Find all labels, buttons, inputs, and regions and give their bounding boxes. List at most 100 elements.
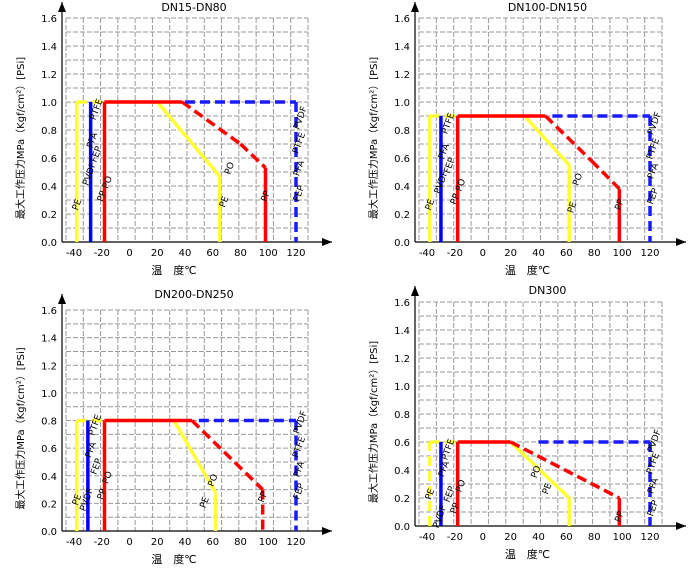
series-label: PVDF — [292, 410, 310, 436]
x-axis-arrow — [676, 238, 686, 246]
series-label: PVDF — [81, 161, 99, 187]
series-label: PTFE — [645, 451, 662, 475]
y-axis-label: 最大工作压力MPa（Kgf/cm²）[PSi] — [14, 57, 27, 219]
y-tick-label: 0.6 — [394, 438, 410, 449]
series-label: PP — [614, 198, 627, 212]
x-tick-label: 80 — [234, 537, 247, 548]
y-tick-label: 0.4 — [394, 466, 410, 477]
series-label: PTFE — [440, 437, 457, 461]
y-tick-label: 1.2 — [394, 70, 410, 81]
x-tick-label: 0 — [480, 248, 486, 259]
y-tick-label: 1.6 — [394, 14, 410, 25]
y-tick-label: 0.4 — [41, 472, 57, 483]
series-label: PP — [449, 501, 462, 515]
series-segment-2 — [509, 440, 571, 500]
y-tick-label: 1.4 — [41, 334, 57, 345]
x-axis-arrow — [322, 238, 332, 246]
y-tick-label: 0.6 — [41, 154, 57, 165]
y-tick-label: 0.4 — [41, 182, 57, 193]
y-tick-label: 0.4 — [394, 182, 410, 193]
y-tick-label: 0.0 — [394, 522, 410, 533]
series-label: PE — [71, 198, 84, 212]
x-tick-label: -20 — [94, 248, 110, 259]
y-tick-label: 1.4 — [394, 326, 410, 337]
x-tick-label: -20 — [447, 248, 463, 259]
series-segment-4 — [590, 159, 621, 191]
series-label: FEP — [646, 499, 661, 518]
y-tick-label: 1.6 — [41, 14, 57, 25]
x-axis-arrow — [676, 522, 686, 530]
x-tick-label: 120 — [640, 248, 659, 259]
y-tick-label: 0.8 — [394, 126, 410, 137]
x-axis-label: 温 度℃ — [505, 547, 550, 561]
series-segment-4 — [190, 419, 264, 491]
x-tick-label: -40 — [66, 248, 82, 259]
y-axis-label: 最大工作压力MPa（Kgf/cm²）[PSi] — [367, 57, 380, 219]
y-tick-label: 1.2 — [41, 361, 57, 372]
series-segment-4 — [509, 440, 621, 500]
y-axis-label: 最大工作压力MPa（Kgf/cm²）[PSi] — [367, 341, 380, 503]
series-label: PP — [449, 192, 462, 206]
x-tick-label: 20 — [504, 248, 517, 259]
series-label: PTFE — [87, 413, 104, 437]
series-label: FEP — [646, 187, 661, 206]
series-label: PE — [541, 482, 554, 496]
y-tick-label: 0.0 — [394, 238, 410, 249]
x-tick-label: 60 — [206, 537, 219, 548]
series-segment-4 — [239, 142, 267, 170]
chart-panel-2: DN100-DN150 0.0 0.2 0.4 0.6 0.8 1.0 1.2 1.4 1.6 -4… — [367, 1, 686, 277]
series-label: PE — [424, 198, 437, 212]
x-tick-label: 60 — [560, 248, 573, 259]
series-label: PO — [223, 161, 237, 176]
y-tick-label: 1.4 — [394, 42, 410, 53]
x-tick-label: -20 — [94, 537, 110, 548]
x-tick-label: 40 — [179, 248, 192, 259]
y-tick-label: 1.0 — [41, 389, 57, 400]
chart-panel-4: DN300 0.0 0.2 0.4 0.6 0.8 1.0 1.2 1.4 1.6 -40 -20 0 2… — [367, 284, 686, 561]
series-label: PP — [260, 189, 273, 203]
x-tick-label: -20 — [447, 532, 463, 543]
y-tick-label: 1.6 — [41, 306, 57, 317]
y-tick-label: 0.2 — [41, 499, 57, 510]
x-tick-label: 40 — [532, 248, 545, 259]
chart-panel-1: DN15-DN80 0.0 0.2 0.4 0.6 0.8 1.0 1.2 1.4 1.6 -40 -… — [14, 1, 332, 277]
x-tick-label: 20 — [504, 532, 517, 543]
x-tick-label: 120 — [286, 248, 305, 259]
series-label: PVDF — [646, 428, 664, 454]
y-tick-label: 0.6 — [394, 154, 410, 165]
y-axis-arrow — [411, 286, 419, 296]
y-tick-label: 1.0 — [394, 382, 410, 393]
x-tick-label: 120 — [286, 537, 305, 548]
y-tick-label: 0.8 — [41, 417, 57, 428]
x-tick-label: 20 — [151, 248, 164, 259]
y-tick-label: 1.6 — [394, 298, 410, 309]
series-label: PE — [218, 195, 231, 209]
x-tick-label: 0 — [126, 537, 132, 548]
y-tick-label: 1.0 — [394, 98, 410, 109]
x-tick-label: 0 — [126, 248, 132, 259]
series-label: PO — [207, 473, 221, 488]
x-tick-label: 40 — [532, 532, 545, 543]
x-tick-label: 120 — [640, 532, 659, 543]
x-tick-label: 60 — [206, 248, 219, 259]
y-tick-label: 1.4 — [41, 42, 57, 53]
y-tick-label: 0.0 — [41, 527, 57, 538]
y-tick-label: 0.8 — [394, 410, 410, 421]
series-label: PO — [455, 479, 469, 494]
series-label: PTFE — [291, 131, 308, 155]
series-label: PO — [101, 175, 115, 190]
series-label: PE — [199, 495, 212, 509]
x-tick-label: 100 — [613, 532, 632, 543]
x-tick-label: 80 — [588, 248, 601, 259]
y-tick-label: 0.2 — [41, 210, 57, 221]
y-tick-label: 1.0 — [41, 98, 57, 109]
y-tick-label: 0.2 — [394, 494, 410, 505]
x-tick-label: 100 — [259, 248, 278, 259]
series-segment-4 — [544, 114, 593, 163]
x-axis-arrow — [322, 527, 332, 535]
x-tick-label: 20 — [151, 537, 164, 548]
series-segment-2 — [523, 114, 571, 167]
series-label: PTFE — [440, 111, 457, 135]
